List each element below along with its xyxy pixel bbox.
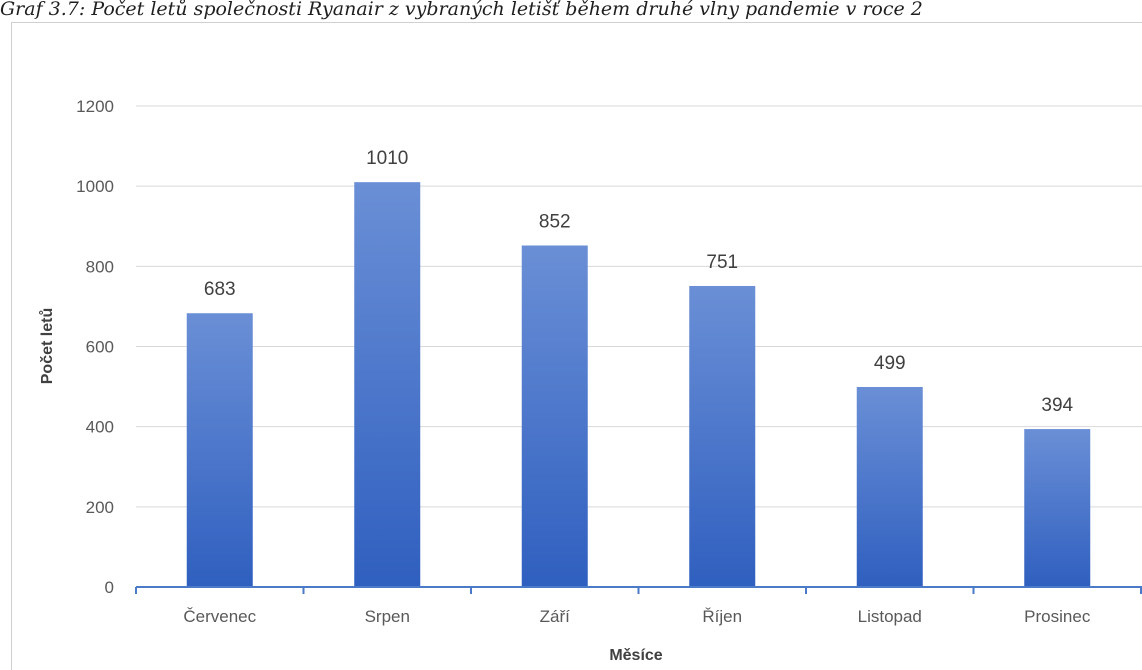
x-tick-label: Říjen [702, 607, 742, 626]
bar [186, 313, 253, 587]
data-label: 499 [874, 353, 906, 374]
x-tick-label: Prosinec [1024, 607, 1091, 626]
data-label: 394 [1041, 395, 1073, 416]
data-label: 1010 [366, 148, 408, 169]
y-tick-label: 600 [86, 338, 114, 357]
y-tick-label: 1200 [76, 97, 114, 116]
y-tick-label: 800 [86, 257, 114, 276]
x-axis-title: Měsíce [609, 647, 662, 664]
bar [689, 285, 756, 587]
chart-frame [11, 22, 1142, 670]
y-tick-label: 1000 [76, 177, 114, 196]
y-tick-label: 0 [105, 578, 114, 597]
bar [856, 386, 923, 587]
figure-caption: Graf 3.7: Počet letů společnosti Ryanair… [0, 0, 923, 20]
x-tick-label: Srpen [365, 607, 410, 626]
bar [1024, 429, 1091, 587]
x-axis [135, 586, 1142, 594]
y-tick-label: 400 [86, 418, 114, 437]
data-labels: 683 1010 852 751 499 394 [204, 148, 1074, 416]
x-tick-label: Listopad [858, 607, 922, 626]
bar [521, 245, 588, 588]
data-label: 683 [204, 279, 236, 300]
bar [354, 182, 421, 588]
y-axis-title: Počet letů [39, 308, 56, 384]
x-axis-ticks: Červenec Srpen Září Říjen Listopad Prosinec [183, 607, 1090, 626]
x-tick-label: Červenec [183, 607, 256, 626]
data-label: 852 [539, 211, 571, 232]
gridlines [136, 105, 1142, 508]
x-tick-label: Září [540, 607, 571, 626]
y-axis-ticks: 0 200 400 600 800 1000 1200 [76, 97, 114, 597]
bars [186, 182, 1091, 588]
y-tick-label: 200 [86, 498, 114, 517]
data-label: 751 [706, 252, 738, 273]
